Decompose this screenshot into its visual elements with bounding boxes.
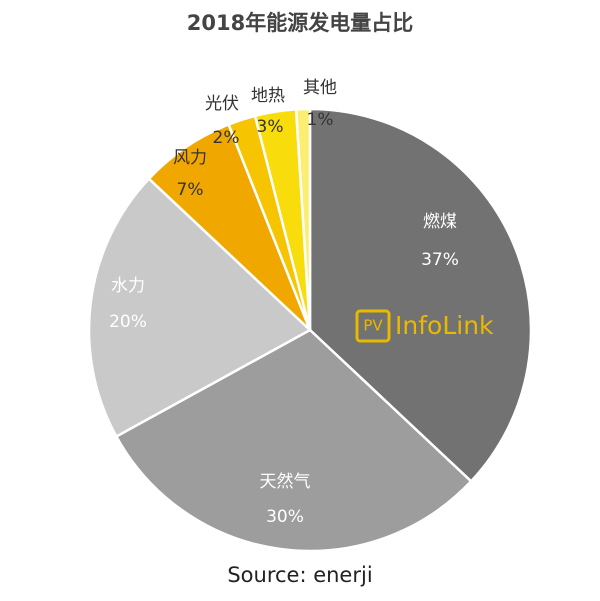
slice-label: 水力 xyxy=(111,276,145,296)
value-label: 2% xyxy=(213,128,240,148)
pie-slice xyxy=(294,107,312,331)
watermark-badge-box xyxy=(355,309,391,343)
value-label: 3% xyxy=(257,117,284,137)
pie xyxy=(87,107,533,553)
slice-label: 风力 xyxy=(173,148,207,168)
value-label: 20% xyxy=(109,312,147,332)
pie-slice xyxy=(114,328,473,553)
watermark-badge: PV xyxy=(363,317,383,335)
slice-label: 光伏 xyxy=(205,94,239,114)
chart-title: 2018年能源发电量占比 xyxy=(187,11,413,35)
value-label: 30% xyxy=(266,507,304,527)
source: Source: enerji xyxy=(227,563,372,587)
value-label: 1% xyxy=(307,110,334,130)
slice-label: 天然气 xyxy=(260,472,311,492)
pie-slice xyxy=(308,107,533,484)
slice-label: 燃煤 xyxy=(423,212,457,232)
slice-label: 地热 xyxy=(251,86,285,106)
value-label: 7% xyxy=(177,180,204,200)
watermark: PV InfoLink xyxy=(355,309,494,343)
watermark-text: InfoLink xyxy=(395,311,494,340)
slice-label: 其他 xyxy=(303,78,337,98)
value-label: 37% xyxy=(421,250,459,270)
pie-slice xyxy=(87,176,313,439)
